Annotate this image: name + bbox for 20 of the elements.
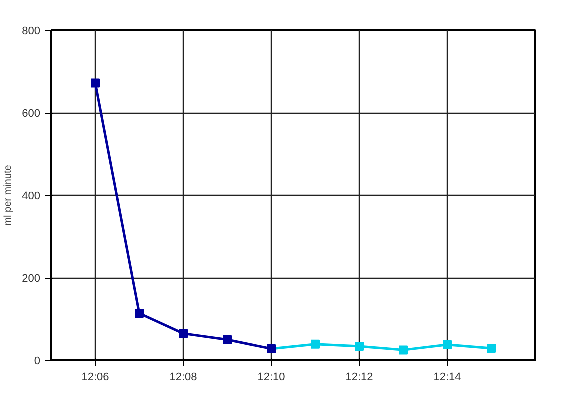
point xyxy=(443,340,452,350)
point xyxy=(179,329,188,338)
point xyxy=(399,346,408,355)
point xyxy=(487,344,496,354)
x-tick-label: 12:14 xyxy=(434,372,462,384)
x-tick-label: 12:10 xyxy=(258,372,286,384)
y-tick-label: 600 xyxy=(22,108,41,120)
y-tick-label: 800 xyxy=(22,26,41,38)
point xyxy=(135,308,144,318)
y-tick-label: 400 xyxy=(22,190,41,202)
point xyxy=(91,78,100,88)
x-tick-label: 12:06 xyxy=(82,372,110,384)
point xyxy=(223,335,232,344)
y-tick-label: 0 xyxy=(34,356,41,368)
y-tick-label: 200 xyxy=(22,273,41,285)
y-axis-title: ml per minute xyxy=(3,164,14,226)
point xyxy=(311,340,320,349)
point xyxy=(355,342,364,351)
x-tick-label: 12:08 xyxy=(170,372,198,384)
x-tick-label: 12:12 xyxy=(346,372,374,384)
